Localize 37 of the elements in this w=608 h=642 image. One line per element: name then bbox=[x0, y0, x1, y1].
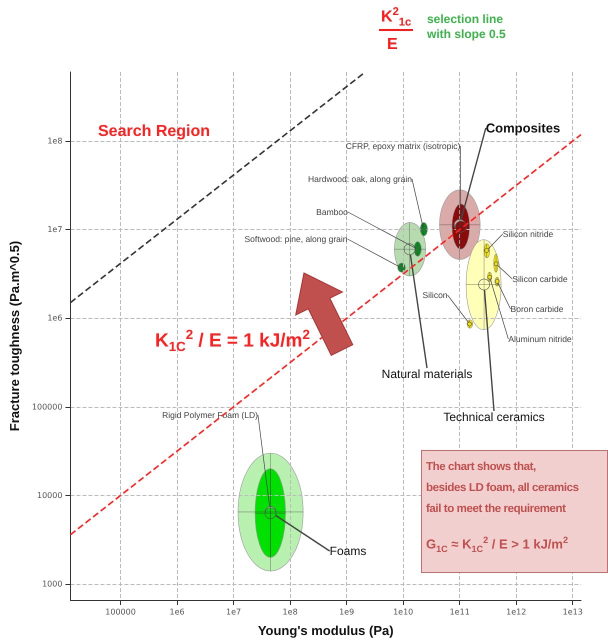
y-tick-label: 1e8 bbox=[47, 136, 62, 146]
text: Technical ceramics bbox=[443, 410, 545, 424]
text: E bbox=[387, 36, 398, 54]
text: Aluminum nitride bbox=[508, 334, 572, 344]
x-axis-title: Young's modulus (Pa) bbox=[258, 623, 394, 638]
text: Hardwood: oak, along grain bbox=[308, 174, 412, 184]
x-tick-label: 1e12 bbox=[506, 608, 526, 616]
y-axis-title: Fracture toughness (Pa.m^0.5) bbox=[7, 240, 22, 432]
annotation: K$_{1C}$$^{2}$ / E = 1 kJ/m$^{2}$ bbox=[155, 327, 310, 354]
text: Foams bbox=[330, 544, 366, 558]
text: Rigid Polymer Foam (LD) bbox=[162, 410, 258, 420]
text: Silicon carbide bbox=[512, 274, 568, 284]
annotation: G$_{1C}$ ≈ K$_{1C}$$^{2}$ / E > 1 kJ/m$^{2}$ bbox=[426, 535, 568, 554]
x-tick-label: 1e9 bbox=[339, 608, 354, 616]
text: Bamboo bbox=[316, 207, 348, 217]
text: Silicon bbox=[422, 290, 448, 300]
text: Composites bbox=[486, 120, 560, 136]
x-tick-label: 1e11 bbox=[450, 608, 470, 616]
x-tick-label: 1e10 bbox=[393, 608, 414, 616]
text: Boron carbide bbox=[510, 304, 564, 314]
series-label: Silicon nitride bbox=[502, 229, 554, 239]
text: selection line with slope 0.5 bbox=[427, 12, 507, 42]
y-tick-label: 1000 bbox=[42, 580, 62, 589]
y-tick-label: 100000 bbox=[32, 402, 62, 412]
text: Natural materials bbox=[382, 367, 472, 381]
x-tick-label: 1e6 bbox=[169, 608, 185, 616]
text: CFRP, epoxy matrix (isotropic) bbox=[346, 141, 460, 151]
y-tick-label: 1e7 bbox=[47, 225, 62, 234]
y-tick-label: 10000 bbox=[36, 490, 62, 500]
annotation: The chart shows that, besides LD foam, all ceramics fail to meet the requirement bbox=[426, 461, 579, 515]
text: Softwood: pine, along grain bbox=[244, 234, 348, 244]
x-tick-label: 1e13 bbox=[562, 608, 583, 616]
x-tick-label: 1e7 bbox=[226, 608, 242, 616]
y-tick-label: 1e6 bbox=[47, 314, 62, 323]
x-tick-label: 1e8 bbox=[282, 608, 298, 616]
annotation: Search Region bbox=[98, 123, 210, 141]
x-tick-label: 100000 bbox=[105, 608, 136, 616]
